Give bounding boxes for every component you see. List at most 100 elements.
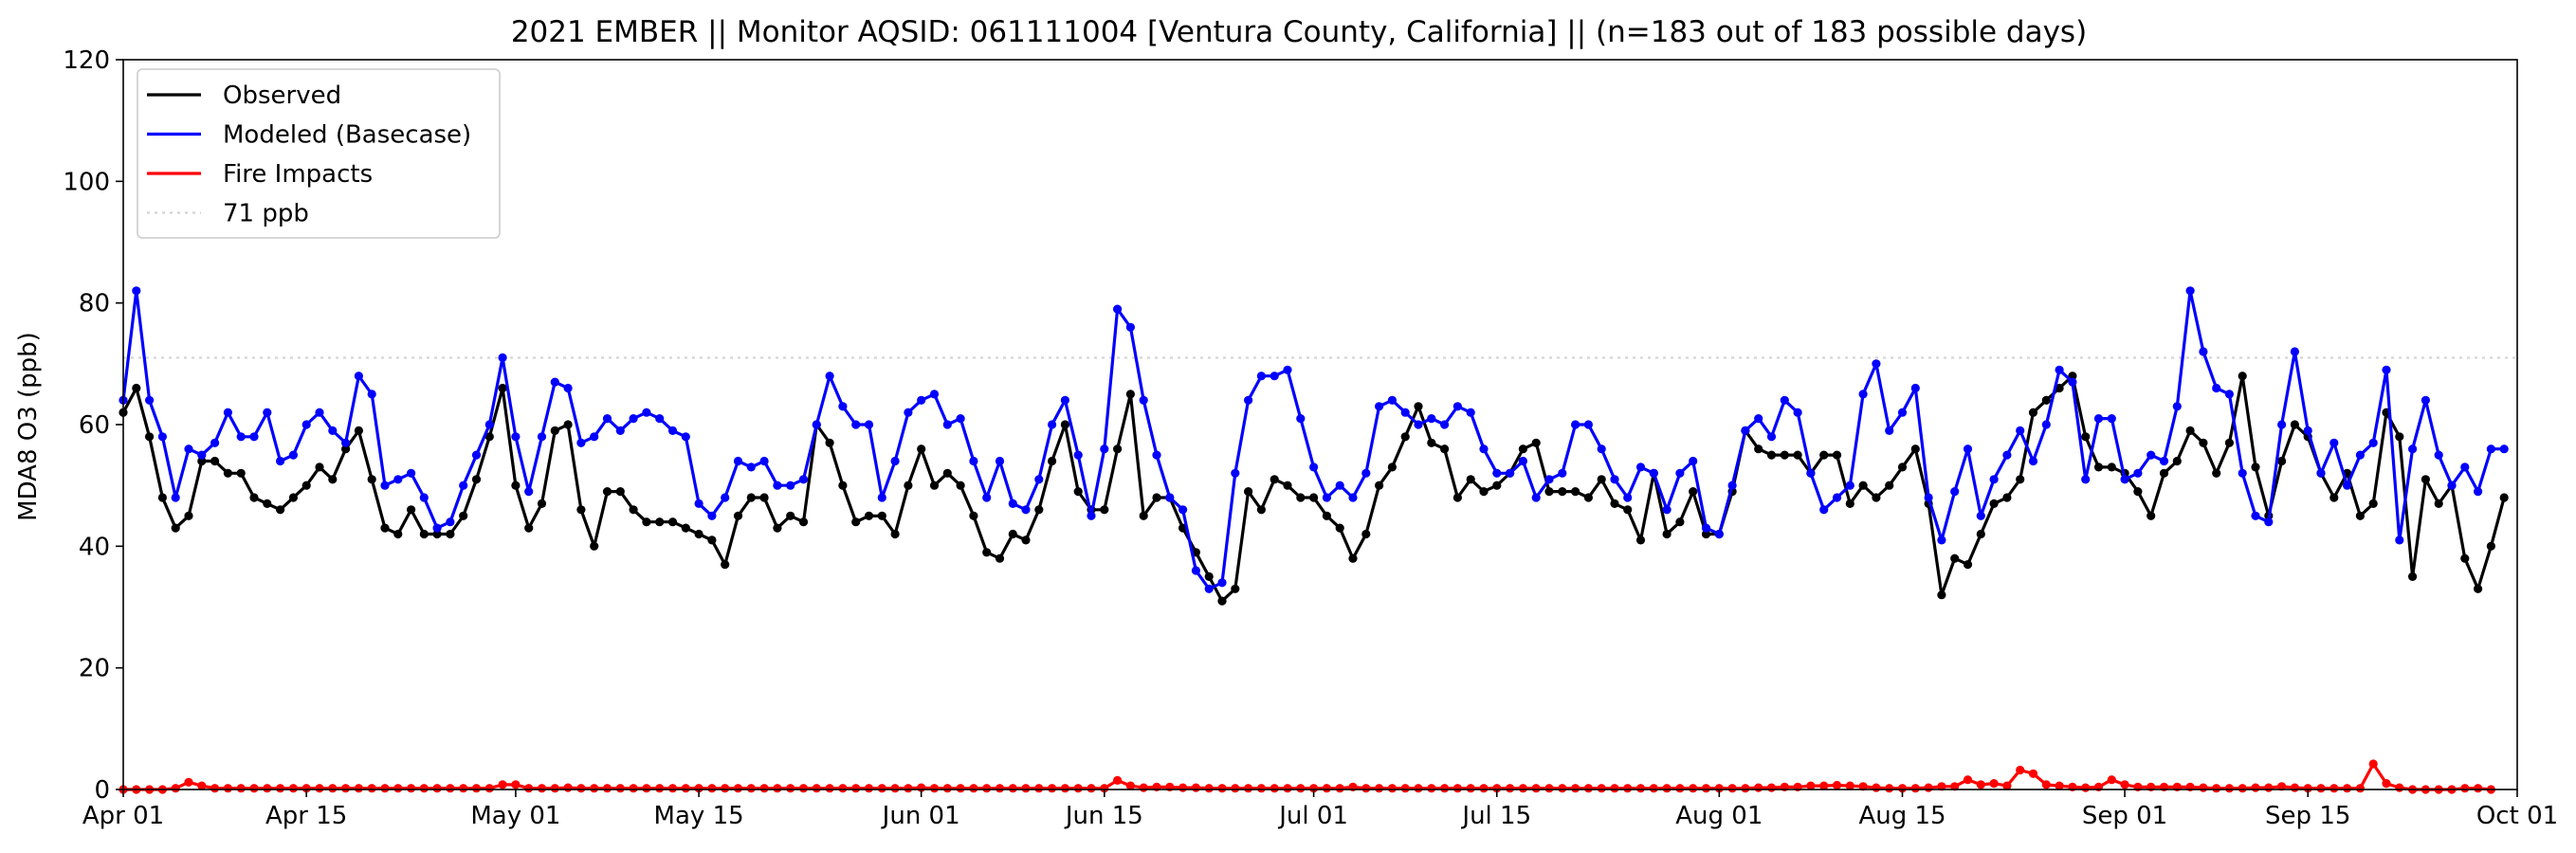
- observed-point: [2028, 408, 2038, 417]
- fire-point: [681, 784, 690, 793]
- observed-point: [1910, 445, 1920, 454]
- modeled-point: [1597, 445, 1606, 454]
- observed-point: [2093, 463, 2104, 472]
- observed-point: [576, 505, 586, 515]
- fire-point: [484, 784, 494, 793]
- modeled-point: [1583, 420, 1593, 429]
- fire-point: [1675, 784, 1685, 793]
- modeled-point: [1440, 420, 1450, 429]
- modeled-point: [721, 493, 730, 502]
- observed-point: [890, 529, 900, 539]
- fire-point: [851, 784, 861, 793]
- fire-point: [407, 784, 416, 793]
- observed-point: [459, 511, 468, 520]
- observed-point: [407, 505, 416, 515]
- fire-point: [642, 784, 651, 793]
- fire-point: [1283, 784, 1292, 793]
- observed-point: [2081, 432, 2091, 442]
- modeled-point: [707, 511, 717, 520]
- modeled-point: [877, 493, 886, 502]
- observed-point: [2055, 383, 2064, 393]
- observed-point: [210, 456, 220, 466]
- observed-point: [2486, 541, 2495, 551]
- modeled-point: [2486, 445, 2495, 454]
- fire-point: [1296, 784, 1306, 793]
- x-tick-label: Aug 15: [1858, 802, 1946, 830]
- observed-point: [851, 517, 861, 527]
- modeled-point: [1623, 493, 1633, 502]
- fire-point: [1766, 783, 1777, 792]
- modeled-point: [328, 426, 338, 435]
- fire-point: [1583, 784, 1593, 793]
- observed-point: [1544, 487, 1554, 497]
- fire-point: [1741, 784, 1750, 793]
- observed-point: [132, 383, 141, 393]
- observed-point: [498, 383, 507, 393]
- modeled-point: [459, 481, 468, 490]
- observed-point: [563, 420, 573, 429]
- modeled-point: [1244, 395, 1253, 405]
- modeled-point: [1518, 456, 1527, 466]
- modeled-point: [969, 456, 978, 466]
- modeled-point: [1780, 395, 1789, 405]
- fire-point: [1754, 783, 1763, 792]
- fire-point: [1872, 783, 1881, 792]
- modeled-point: [2120, 475, 2129, 484]
- modeled-point: [1348, 493, 1358, 502]
- fire-point: [655, 784, 665, 793]
- observed-point: [1635, 535, 1646, 545]
- fire-point: [1073, 784, 1083, 793]
- observed-point: [2212, 468, 2221, 478]
- x-tick-label: May 15: [654, 802, 744, 830]
- observed-point: [2133, 487, 2143, 497]
- observed-point: [995, 554, 1005, 563]
- observed-point: [2224, 438, 2234, 447]
- fire-point: [2343, 784, 2352, 793]
- observed-point: [419, 529, 429, 539]
- observed-point: [2290, 420, 2299, 429]
- observed-point: [1008, 529, 1017, 539]
- observed-point: [786, 511, 795, 520]
- fire-point: [1885, 784, 1894, 793]
- fire-point: [2002, 781, 2012, 790]
- observed-point: [550, 426, 559, 435]
- modeled-point: [1558, 468, 1567, 478]
- observed-point: [2368, 499, 2378, 509]
- fire-point: [1492, 784, 1502, 793]
- modeled-point: [1662, 505, 1672, 515]
- observed-point: [249, 493, 259, 502]
- modeled-point: [2343, 481, 2352, 490]
- observed-point: [1766, 450, 1777, 460]
- legend-label-fire: Fire Impacts: [223, 160, 373, 189]
- fire-point: [550, 784, 559, 793]
- modeled-point: [1937, 535, 1946, 545]
- modeled-point: [1910, 383, 1920, 393]
- observed-point: [380, 523, 390, 533]
- modeled-point: [642, 408, 651, 417]
- modeled-point: [1217, 578, 1227, 588]
- modeled-point: [407, 468, 416, 478]
- x-tick-label: Jun 15: [1064, 802, 1143, 830]
- modeled-point: [1335, 481, 1344, 490]
- x-tick-label: Jul 15: [1460, 802, 1531, 830]
- modeled-point: [2303, 426, 2312, 435]
- fire-point: [1217, 784, 1227, 793]
- fire-point: [1479, 784, 1489, 793]
- fire-point: [1727, 784, 1737, 793]
- modeled-point: [2002, 450, 2012, 460]
- x-tick-label: May 01: [470, 802, 560, 830]
- fire-point: [276, 784, 285, 793]
- fire-point: [498, 780, 507, 789]
- fire-point: [1976, 780, 1985, 789]
- observed-point: [1976, 529, 1985, 539]
- fire-series: [119, 759, 2495, 794]
- observed-point: [1583, 493, 1593, 502]
- fire-point: [1858, 782, 1868, 791]
- observed-point: [917, 445, 926, 454]
- fire-point: [1113, 775, 1123, 786]
- fire-point: [1387, 784, 1397, 793]
- fire-point: [1950, 782, 1960, 791]
- modeled-point: [1125, 322, 1135, 332]
- modeled-point: [524, 487, 534, 497]
- modeled-point: [2355, 450, 2365, 460]
